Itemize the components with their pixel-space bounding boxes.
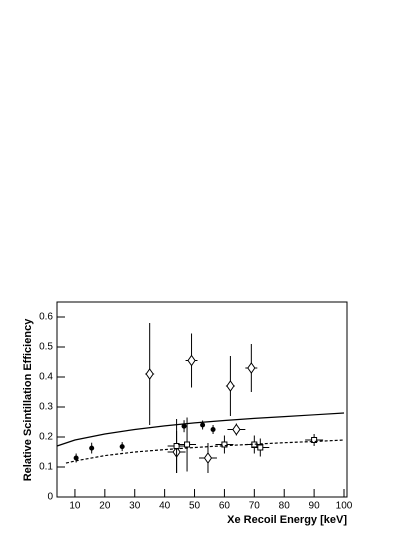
y-tick-label: 0.3 [39, 402, 53, 413]
point [257, 444, 264, 451]
x-axis-title: Xe Recoil Energy [keV] [227, 514, 347, 526]
point [247, 362, 256, 374]
point [203, 452, 213, 464]
x-tick-label: 90 [309, 501, 321, 512]
point [73, 455, 79, 461]
point [145, 368, 154, 380]
curve [65, 439, 345, 464]
x-tick-label: 40 [159, 501, 171, 512]
point [210, 427, 216, 432]
x-tick-label: 30 [129, 501, 141, 512]
x-tick-label: 80 [279, 501, 291, 512]
point [187, 354, 196, 367]
point [119, 444, 125, 450]
y-axis-title: Relative Scintillation Efficiency [22, 318, 34, 481]
x-tick-label: 50 [189, 501, 201, 512]
x-tick-label: 20 [99, 501, 111, 512]
y-tick-label: 0 [47, 492, 53, 503]
x-tick-label: 60 [219, 501, 231, 512]
point [226, 380, 235, 392]
point [181, 423, 187, 429]
curve [56, 412, 345, 447]
plot-frame [56, 301, 348, 498]
y-tick-label: 0.2 [39, 432, 53, 443]
y-tick-label: 0.6 [39, 312, 53, 323]
point [221, 441, 228, 448]
point [89, 445, 95, 451]
x-tick-label: 10 [69, 501, 81, 512]
x-tick-label: 70 [249, 501, 261, 512]
point [232, 423, 241, 436]
y-tick-label: 0.1 [39, 462, 53, 473]
y-tick-label: 0.5 [39, 342, 53, 353]
y-tick-label: 0.4 [39, 372, 53, 383]
point [311, 437, 318, 443]
point [184, 441, 191, 448]
point [200, 422, 206, 428]
x-tick-label: 100 [336, 501, 353, 512]
